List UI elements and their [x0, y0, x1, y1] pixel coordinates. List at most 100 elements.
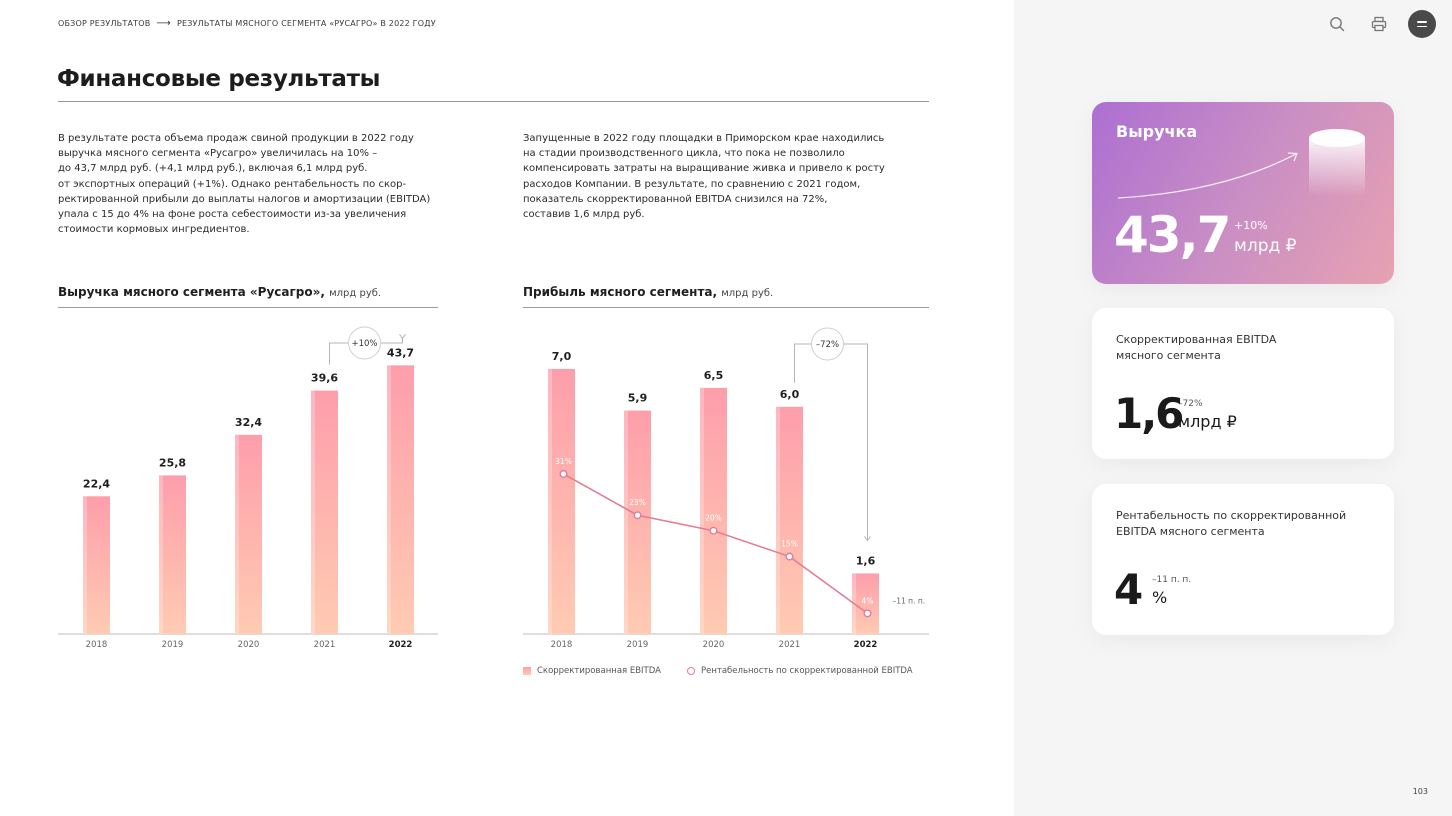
ebitda-bar-highlight-2021 [776, 406, 780, 634]
margin-change: –11 п. п. [1152, 575, 1192, 585]
tick-label-2022: 2022 [389, 640, 413, 650]
print-icon[interactable] [1366, 11, 1392, 37]
bar-highlight-2021 [311, 390, 315, 634]
search-icon[interactable] [1324, 11, 1350, 37]
annotation-bubble [811, 327, 844, 361]
ebitda-bar-label-2019: 5,9 [628, 392, 648, 405]
annotation-line-left [794, 343, 812, 383]
ebitda-change: –72% [1178, 399, 1203, 409]
profit-chart-legend: Скорректированная EBITDA Рентабельность … [523, 666, 913, 676]
intro-paragraph-1: В результате роста объема продаж свиной … [58, 133, 431, 236]
ebitda-value: 1,6 [1114, 389, 1184, 438]
bar-label-2020: 32,4 [235, 416, 262, 429]
toolbar [1324, 10, 1436, 38]
margin-card-label: Рентабельность по скорректированной EBIT… [1116, 509, 1347, 538]
bar-2020 [235, 434, 262, 634]
margin-label-2018: 31% [555, 457, 572, 466]
bar-highlight-2019 [159, 475, 163, 634]
ebitda-card: Скорректированная EBITDA мясного сегмент… [1092, 308, 1394, 459]
margin-point-2018 [559, 469, 568, 478]
ebitda-bar-2021 [776, 406, 803, 634]
bar-highlight-2022 [387, 365, 391, 634]
arrow-right-icon: ⟶ [156, 18, 171, 29]
margin-label-2020: 20% [705, 514, 722, 523]
revenue-change: +10% [1234, 219, 1268, 232]
revenue-chart-unit: млрд руб. [329, 288, 382, 299]
bar-2018 [83, 496, 110, 634]
annotation-line-right [380, 337, 403, 344]
tick-label-2021: 2021 [779, 640, 801, 650]
main-content: Обзор результатов ⟶ Результаты мясного с… [57, 18, 929, 676]
page-number: 103 [1412, 787, 1428, 796]
bar-label-2019: 25,8 [159, 456, 186, 469]
ebitda-bar-highlight-2018 [548, 368, 552, 634]
ebitda-bar-highlight-2020 [700, 387, 704, 634]
ebitda-bar-2020 [700, 387, 727, 634]
tick-label-2018: 2018 [551, 640, 573, 650]
intro-paragraph-2: Запущенные в 2022 году площадки в Примор… [523, 133, 885, 221]
annotation-label: +10% [351, 339, 377, 349]
bar-label-2018: 22,4 [83, 477, 110, 490]
breadcrumb-item-overview[interactable]: Обзор результатов [58, 19, 151, 28]
ebitda-bar-label-2022: 1,6 [856, 554, 876, 567]
legend-swatch-line [686, 667, 695, 675]
margin-card: Рентабельность по скорректированной EBIT… [1092, 484, 1394, 635]
revenue-card: Выручка 43,7 +10% млрд ₽ [1092, 102, 1394, 284]
menu-icon[interactable] [1408, 10, 1436, 38]
profit-chart-divider [523, 307, 929, 308]
tick-label-2019: 2019 [162, 640, 184, 650]
legend-label-margin: Рентабельность по скорректированной EBIT… [700, 666, 913, 676]
title-divider [58, 101, 929, 102]
ebitda-bar-label-2020: 6,5 [704, 369, 724, 382]
ebitda-bar-2019 [624, 410, 651, 634]
annotation-arrowhead [864, 536, 871, 542]
tick-label-2020: 2020 [703, 640, 725, 650]
legend-item-margin: Рентабельность по скорректированной EBIT… [686, 666, 913, 676]
cylinder-icon [1309, 129, 1365, 196]
revenue-card-label: Выручка [1116, 122, 1198, 141]
annotation-line-right [843, 343, 868, 540]
margin-label-2019: 23% [629, 498, 646, 507]
margin-point-2020 [709, 526, 718, 535]
bar-highlight-2020 [235, 434, 239, 634]
tick-label-2021: 2021 [314, 640, 336, 650]
bar-label-2021: 39,6 [311, 372, 338, 385]
ebitda-bar-label-2021: 6,0 [780, 388, 800, 401]
revenue-chart-title: Выручка мясного сегмента «Русагро», млрд… [58, 285, 381, 299]
margin-change-annotation: –11 п. п. [893, 596, 926, 605]
margin-unit: % [1152, 588, 1168, 607]
bar-2022 [387, 365, 414, 634]
ebitda-bar-2018 [548, 368, 575, 634]
profit-chart-title: Прибыль мясного сегмента, млрд руб. [523, 285, 773, 299]
ebitda-card-label: Скорректированная EBITDA мясного сегмент… [1116, 333, 1277, 362]
breadcrumb-item-current[interactable]: Результаты мясного сегмента «Русагро» в … [176, 19, 436, 28]
margin-point-2022 [863, 609, 872, 618]
tick-label-2019: 2019 [627, 640, 649, 650]
margin-label-2021: 15% [781, 540, 798, 549]
breadcrumb: Обзор результатов ⟶ Результаты мясного с… [58, 18, 436, 29]
legend-item-ebitda: Скорректированная EBITDA [523, 666, 661, 676]
growth-arrow-icon [1117, 152, 1298, 199]
profit-chart: 7,0 2018 5,9 2019 6,5 2020 6,0 2021 1,6 2022 31% 23… [523, 327, 929, 650]
ebitda-unit: млрд ₽ [1178, 412, 1237, 431]
annotation-label: –72% [816, 340, 839, 350]
profit-chart-unit: млрд руб. [721, 288, 774, 299]
revenue-value: 43,7 [1114, 206, 1231, 264]
revenue-unit: млрд ₽ [1234, 236, 1297, 256]
margin-point-2021 [785, 552, 794, 561]
revenue-chart-title-text: Выручка мясного сегмента «Русагро», [58, 285, 325, 299]
tick-label-2018: 2018 [86, 640, 108, 650]
profit-chart-title-text: Прибыль мясного сегмента, [523, 285, 718, 299]
ebitda-bar-highlight-2019 [624, 410, 628, 634]
bar-highlight-2018 [83, 496, 87, 634]
bar-label-2022: 43,7 [387, 346, 414, 359]
bar-2019 [159, 475, 186, 634]
legend-label-ebitda: Скорректированная EBITDA [537, 666, 661, 676]
revenue-chart: 22,4 2018 25,8 2019 32,4 2020 39,6 2021 43,7 2022… [58, 326, 438, 650]
annotation-arrowhead [399, 334, 406, 340]
bar-2021 [311, 390, 338, 634]
tick-label-2020: 2020 [238, 640, 260, 650]
margin-label-2022: 4% [862, 596, 874, 605]
annotation-bubble [348, 326, 381, 360]
legend-swatch-bar [523, 667, 531, 675]
